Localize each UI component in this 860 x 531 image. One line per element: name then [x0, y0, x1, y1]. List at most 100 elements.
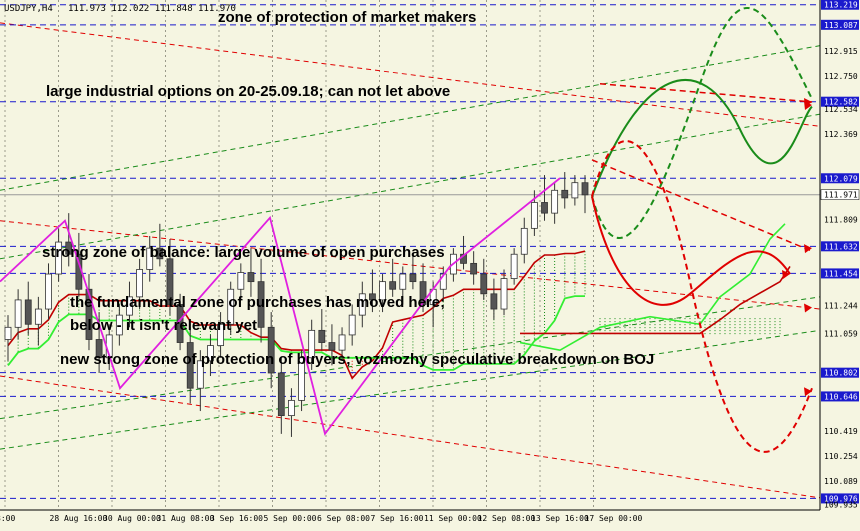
candle-body: [237, 272, 245, 290]
price-label-bg: [821, 173, 859, 184]
projection-red-arrow-line-2: [599, 82, 813, 103]
time-tick-label: 7 Sep 16:00: [371, 514, 424, 523]
forecast-projections: [591, 7, 813, 453]
annotation-fundamental-zone: the fundamental zone of purchases has mo…: [70, 294, 445, 311]
price-tick-label: 111.059: [824, 330, 858, 339]
projection-red-dashed: [591, 140, 813, 453]
candle: [166, 239, 174, 316]
candle-body: [419, 281, 427, 305]
price-tick-label: 111.971: [824, 191, 858, 200]
candle: [4, 315, 12, 361]
candle: [65, 213, 73, 267]
candle-body: [470, 262, 478, 275]
candle-body: [267, 326, 275, 374]
candle-body: [247, 272, 255, 283]
time-tick-label: 6 Sep 08:00: [317, 514, 370, 523]
symbol-label: USDJPY,H4: [4, 4, 53, 14]
candle: [288, 388, 295, 437]
candle: [308, 319, 316, 370]
candle-body: [277, 372, 285, 417]
price-tick-label: 109.935: [824, 501, 858, 510]
candle-body: [196, 360, 204, 389]
candle: [369, 269, 376, 313]
candle-body: [288, 399, 295, 417]
candle: [389, 258, 397, 297]
price-tick-label: 112.369: [824, 130, 858, 139]
price-label-bg: [821, 241, 859, 252]
trend-line: [0, 22, 821, 127]
candle: [571, 175, 579, 206]
candle: [237, 263, 245, 300]
candle: [55, 228, 63, 282]
annotation-industrial-options: large industrial options on 20-25.09.18;…: [46, 83, 450, 100]
current-price-bg: [820, 189, 860, 200]
horizontal-levels: [0, 4, 820, 499]
candle-body: [561, 189, 569, 199]
tenkan-line: [7, 250, 586, 380]
arrow-head: [804, 303, 812, 313]
candle: [24, 281, 32, 335]
time-tick-label: 30 Aug 00:00: [103, 514, 161, 523]
candle: [480, 258, 488, 300]
arrow-head: [782, 270, 790, 280]
price-tick-label: 113.087: [824, 21, 858, 30]
price-tick-label: 111.632: [824, 242, 858, 251]
time-tick-label: 11 Sep 00:00: [424, 514, 482, 523]
candle: [470, 251, 478, 285]
price-tick-label: 110.254: [824, 452, 858, 461]
candle: [328, 324, 336, 366]
candle: [500, 269, 508, 316]
candle-body: [318, 329, 326, 343]
trend-line: [0, 375, 821, 499]
senkou-b-line: [520, 265, 791, 335]
candle-body: [541, 202, 548, 214]
candle-body: [308, 329, 316, 359]
candle-body: [207, 345, 214, 362]
candle-body: [115, 314, 123, 336]
candle-body: [389, 281, 397, 290]
candle-body: [45, 273, 52, 310]
candle: [136, 258, 143, 310]
zigzag-polyline: [0, 177, 561, 436]
candle-body: [490, 293, 498, 310]
candle-body: [551, 189, 559, 214]
projection-green-solid: [591, 78, 813, 197]
candle: [126, 281, 133, 328]
candle: [379, 274, 386, 313]
time-tick-label: 12 Sep 08:00: [478, 514, 536, 523]
candle-body: [298, 357, 305, 401]
candle: [520, 217, 528, 264]
price-label-bg: [821, 0, 859, 10]
arrow-head: [804, 387, 812, 397]
annotation-fundamental-zone-note: below - it isn't relevant yet: [70, 317, 257, 334]
annotation-buyers-zone: new strong zone of protection of buyers;…: [60, 351, 654, 368]
candle: [227, 281, 235, 335]
price-tick-label: 112.534: [824, 105, 858, 114]
candle-body: [186, 342, 194, 389]
candle: [85, 274, 93, 351]
annotation-balance-zone: strong zone of balance: large volume of …: [42, 244, 445, 261]
ohlc-readout: 111.973 112.022 111.848 111.970: [68, 4, 236, 14]
price-tick-label: 112.079: [824, 174, 858, 183]
candle-body: [85, 288, 93, 340]
zigzag-line: [0, 177, 561, 436]
projection-green-dashed: [591, 7, 813, 239]
candle-body: [227, 288, 235, 325]
candle: [196, 350, 204, 412]
price-axis-bg: [820, 0, 860, 526]
candle-body: [136, 269, 143, 298]
kijun-line: [7, 295, 585, 371]
candle-body: [328, 342, 336, 351]
candle-body: [4, 326, 12, 340]
candle-body: [348, 314, 356, 336]
candle: [217, 312, 224, 358]
trend-line: [0, 113, 821, 260]
candle: [551, 182, 559, 224]
grid: [4, 0, 594, 510]
candle-body: [14, 299, 22, 328]
candle-body: [409, 273, 417, 283]
